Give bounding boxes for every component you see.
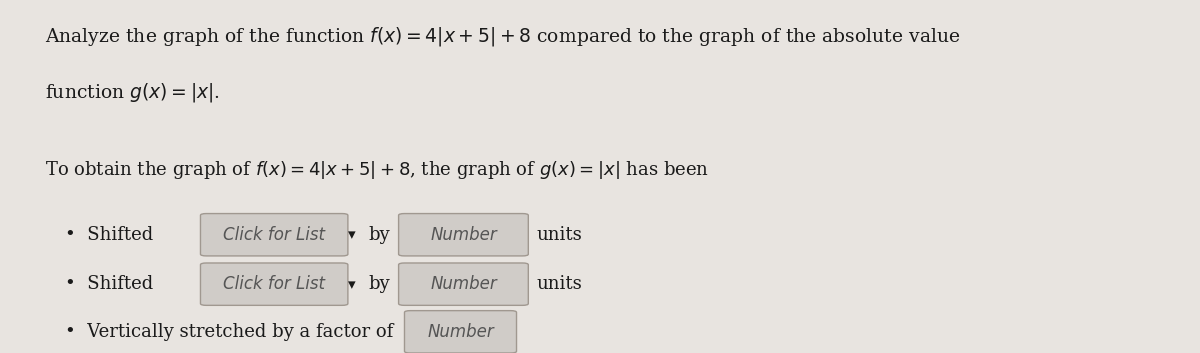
Text: ▾: ▾: [348, 227, 355, 242]
Text: Click for List: Click for List: [223, 275, 325, 293]
Text: by: by: [368, 226, 390, 244]
FancyBboxPatch shape: [398, 214, 528, 256]
Text: Number: Number: [427, 323, 494, 341]
Text: units: units: [536, 226, 582, 244]
FancyBboxPatch shape: [200, 263, 348, 305]
Text: units: units: [536, 275, 582, 293]
Text: by: by: [368, 275, 390, 293]
Text: function $g(x) = |x|$.: function $g(x) = |x|$.: [44, 81, 220, 104]
Text: •  Shifted: • Shifted: [65, 226, 154, 244]
FancyBboxPatch shape: [398, 263, 528, 305]
Text: ▾: ▾: [348, 277, 355, 292]
Text: Number: Number: [430, 275, 497, 293]
Text: Click for List: Click for List: [223, 226, 325, 244]
Text: To obtain the graph of $f(x) = 4|x + 5| + 8$, the graph of $g(x) = |x|$ has been: To obtain the graph of $f(x) = 4|x + 5| …: [44, 159, 709, 181]
FancyBboxPatch shape: [404, 311, 516, 353]
Text: •  Shifted: • Shifted: [65, 275, 154, 293]
Text: Number: Number: [430, 226, 497, 244]
Text: Analyze the graph of the function $f(x) = 4|x + 5| + 8$ compared to the graph of: Analyze the graph of the function $f(x) …: [44, 25, 960, 48]
Text: •  Vertically stretched by a factor of: • Vertically stretched by a factor of: [65, 323, 394, 341]
FancyBboxPatch shape: [200, 214, 348, 256]
